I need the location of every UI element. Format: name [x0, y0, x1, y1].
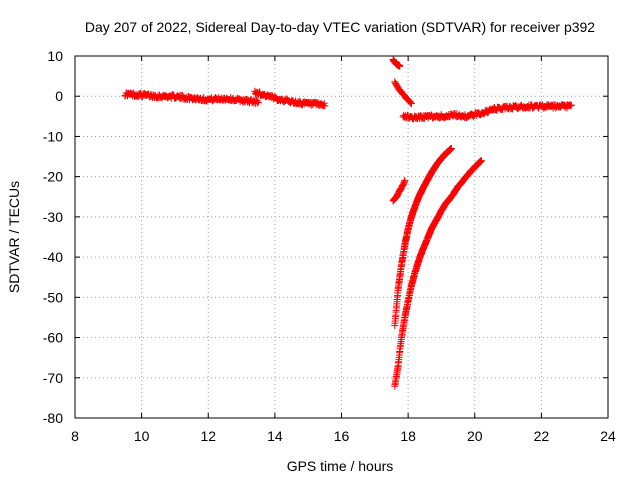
y-axis-ticks: -80 -70 -60 -50 -40 -30 -20 -10 0 10: [43, 48, 608, 426]
y-tick-label: -30: [43, 209, 63, 225]
x-tick-label: 12: [200, 428, 216, 444]
y-tick-label: 10: [47, 48, 63, 64]
x-tick-label: 22: [534, 428, 550, 444]
data-point: [477, 157, 485, 165]
data-point: [567, 101, 575, 109]
x-tick-label: 14: [267, 428, 283, 444]
grid: [75, 56, 608, 418]
data-point: [401, 176, 409, 184]
x-tick-label: 8: [71, 428, 79, 444]
y-tick-label: -60: [43, 330, 63, 346]
y-tick-label: 0: [55, 88, 63, 104]
series-track-2: [251, 87, 329, 110]
series-track-5: [399, 101, 575, 123]
y-tick-label: -80: [43, 410, 63, 426]
y-tick-label: -40: [43, 249, 63, 265]
series-track-3: [389, 56, 404, 70]
chart-title: Day 207 of 2022, Sidereal Day-to-day VTE…: [85, 19, 595, 35]
x-tick-label: 24: [600, 428, 616, 444]
data-point: [447, 145, 455, 153]
data-point: [567, 102, 575, 110]
x-axis-ticks: 8 10 12 14 16 18 20 22 24: [71, 56, 616, 444]
x-tick-label: 16: [334, 428, 350, 444]
series-track-4: [391, 78, 415, 108]
y-tick-label: -50: [43, 289, 63, 305]
x-tick-label: 20: [467, 428, 483, 444]
series-track-6: [389, 176, 409, 205]
data-point: [321, 102, 329, 110]
series-track-8: [391, 157, 485, 390]
x-axis-label: GPS time / hours: [287, 458, 394, 474]
y-tick-label: -20: [43, 169, 63, 185]
data-point: [396, 62, 404, 70]
series-track-7: [391, 144, 455, 330]
data-points: [121, 56, 575, 390]
y-tick-label: -70: [43, 370, 63, 386]
y-tick-label: -10: [43, 128, 63, 144]
x-tick-label: 10: [134, 428, 150, 444]
x-tick-label: 18: [400, 428, 416, 444]
y-axis-label: SDTVAR / TECUs: [6, 181, 22, 293]
data-point: [254, 99, 262, 107]
series-track-1: [121, 89, 262, 108]
data-point: [407, 100, 415, 108]
